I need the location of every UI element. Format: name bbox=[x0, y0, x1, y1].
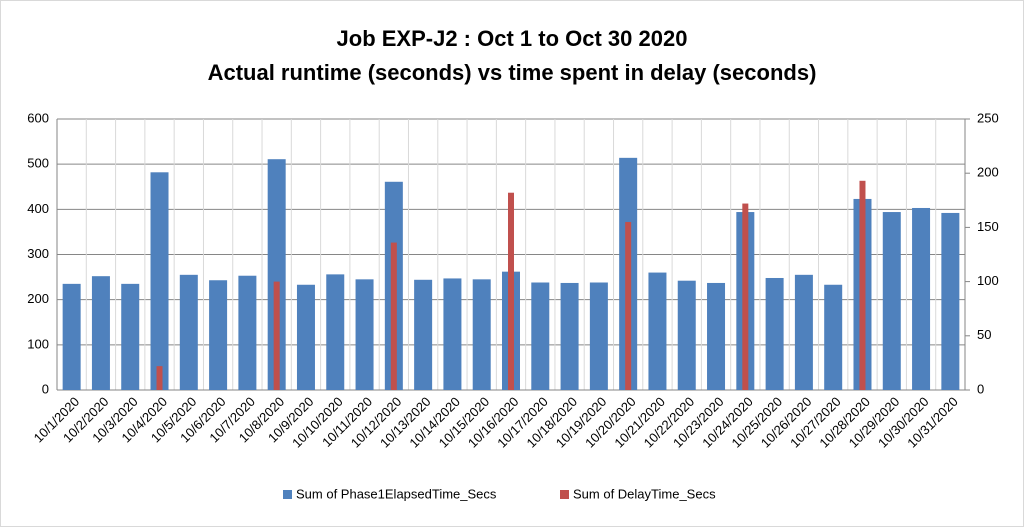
bar bbox=[156, 366, 163, 390]
bar bbox=[326, 274, 345, 390]
bar bbox=[121, 283, 140, 390]
bar bbox=[150, 172, 169, 390]
bar bbox=[62, 283, 81, 390]
y-tick-label: 300 bbox=[27, 246, 49, 261]
y-tick-label: 0 bbox=[42, 381, 49, 396]
bar bbox=[794, 274, 813, 390]
y2-tick-label: 0 bbox=[977, 381, 984, 396]
bar bbox=[912, 207, 931, 390]
chart-title: Job EXP-J2 : Oct 1 to Oct 30 2020 bbox=[337, 26, 688, 51]
bar bbox=[209, 280, 228, 390]
y2-tick-label: 50 bbox=[977, 327, 991, 342]
y2-tick-label: 100 bbox=[977, 273, 999, 288]
legend-label: Sum of Phase1ElapsedTime_Secs bbox=[296, 486, 497, 501]
bar bbox=[267, 159, 286, 390]
bar bbox=[91, 276, 110, 390]
y2-tick-label: 150 bbox=[977, 219, 999, 234]
bar bbox=[179, 274, 198, 390]
bar bbox=[882, 212, 901, 390]
bar bbox=[941, 212, 960, 390]
bar bbox=[472, 279, 491, 390]
bar bbox=[824, 284, 843, 390]
bar bbox=[355, 279, 374, 390]
y-tick-label: 400 bbox=[27, 201, 49, 216]
bar bbox=[238, 275, 257, 390]
bar bbox=[443, 278, 462, 390]
bar bbox=[707, 282, 726, 390]
bar bbox=[560, 282, 579, 390]
bar bbox=[273, 281, 280, 390]
bar bbox=[648, 272, 667, 390]
bar bbox=[414, 279, 433, 390]
bar bbox=[508, 192, 514, 390]
y-tick-label: 100 bbox=[27, 336, 49, 351]
chart-subtitle: Actual runtime (seconds) vs time spent i… bbox=[208, 60, 817, 85]
bar bbox=[859, 180, 866, 390]
y2-tick-label: 250 bbox=[977, 110, 999, 125]
legend-swatch bbox=[560, 490, 569, 499]
y-tick-label: 500 bbox=[27, 156, 49, 171]
bar bbox=[589, 282, 608, 390]
bar bbox=[390, 242, 397, 390]
y2-tick-label: 200 bbox=[977, 165, 999, 180]
legend-swatch bbox=[283, 490, 292, 499]
bar bbox=[742, 203, 749, 390]
legend-label: Sum of DelayTime_Secs bbox=[573, 486, 716, 501]
y-tick-label: 600 bbox=[27, 110, 49, 125]
y-tick-label: 200 bbox=[27, 291, 49, 306]
bar bbox=[677, 280, 696, 390]
bar bbox=[296, 284, 315, 390]
bar bbox=[765, 277, 784, 390]
bar bbox=[531, 282, 550, 390]
bar bbox=[625, 221, 632, 390]
